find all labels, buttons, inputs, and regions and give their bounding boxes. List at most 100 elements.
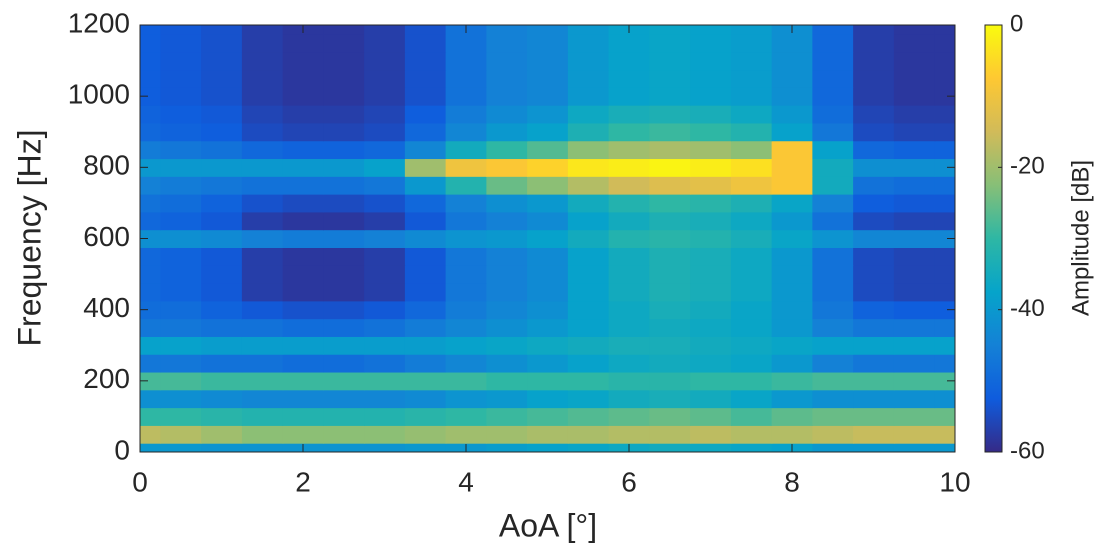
- heatmap-cell: [404, 247, 447, 266]
- heatmap-cell: [241, 51, 284, 71]
- heatmap-cell: [527, 336, 569, 355]
- heatmap-cell: [282, 105, 324, 124]
- heatmap-cell: [567, 282, 610, 302]
- heatmap-cell: [201, 33, 243, 53]
- heatmap-cell: [527, 25, 569, 35]
- heatmap-cell: [934, 25, 955, 35]
- heatmap-cell: [730, 425, 773, 444]
- heatmap-cell: [364, 25, 406, 35]
- heatmap-cell: [608, 425, 650, 444]
- heatmap-cell: [893, 318, 936, 337]
- heatmap-cell: [140, 33, 161, 53]
- heatmap-cell: [812, 371, 854, 391]
- heatmap-cell: [282, 300, 324, 320]
- heatmap-cell: [201, 371, 243, 391]
- heatmap-cell: [690, 140, 732, 160]
- heatmap-cell: [241, 87, 284, 106]
- heatmap-cell: [649, 211, 691, 231]
- heatmap-cell: [140, 247, 161, 266]
- heatmap-cell: [812, 336, 854, 355]
- y-axis-label: Frequency [Hz]: [11, 130, 47, 347]
- heatmap-cell: [486, 282, 528, 302]
- heatmap-cell: [241, 425, 284, 444]
- heatmap-cell: [893, 33, 936, 53]
- heatmap-cell: [567, 69, 610, 88]
- heatmap-cell: [323, 51, 365, 71]
- heatmap-cell: [282, 425, 324, 444]
- heatmap-cell: [201, 247, 243, 266]
- heatmap-cell: [690, 33, 732, 53]
- heatmap-cell: [486, 371, 528, 391]
- heatmap-cell: [404, 87, 447, 106]
- heatmap-cell: [282, 229, 324, 248]
- heatmap-cell: [404, 140, 447, 160]
- heatmap-cell: [934, 87, 955, 106]
- heatmap-cell: [486, 443, 528, 452]
- y-tick-label: 400: [83, 292, 130, 323]
- heatmap-cell: [486, 336, 528, 355]
- heatmap-cell: [690, 371, 732, 391]
- heatmap-cell: [364, 354, 406, 373]
- heatmap-cell: [812, 443, 854, 452]
- heatmap-cell: [608, 194, 650, 213]
- heatmap-cell: [241, 282, 284, 302]
- heatmap-cell: [404, 158, 447, 177]
- heatmap-cell: [140, 140, 161, 160]
- heatmap-cell: [934, 443, 955, 452]
- heatmap-cell: [445, 33, 487, 53]
- heatmap-cell: [853, 105, 895, 124]
- heatmap-cell: [160, 211, 202, 231]
- heatmap-cell: [323, 69, 365, 88]
- heatmap-cell: [934, 51, 955, 71]
- heatmap-cell: [404, 265, 447, 284]
- heatmap-cell: [160, 389, 202, 409]
- heatmap-cell: [445, 211, 487, 231]
- heatmap-cell: [140, 105, 161, 124]
- heatmap-cell: [771, 69, 813, 88]
- heatmap-cell: [893, 389, 936, 409]
- heatmap-cell: [690, 158, 732, 177]
- heatmap-cell: [608, 211, 650, 231]
- heatmap-cell: [812, 176, 854, 195]
- heatmap-cell: [567, 407, 610, 426]
- heatmap-cell: [567, 425, 610, 444]
- heatmap-cell: [527, 51, 569, 71]
- heatmap-cell: [201, 25, 243, 35]
- heatmap-cell: [241, 336, 284, 355]
- heatmap-cell: [893, 140, 936, 160]
- heatmap-cell: [893, 87, 936, 106]
- heatmap-cell: [201, 389, 243, 409]
- heatmap-cell: [893, 265, 936, 284]
- heatmap-cell: [140, 122, 161, 142]
- heatmap-cell: [730, 389, 773, 409]
- x-tick-label: 8: [784, 466, 800, 497]
- heatmap-cell: [140, 158, 161, 177]
- heatmap-cell: [486, 265, 528, 284]
- heatmap-cell: [771, 300, 813, 320]
- heatmap-cell: [690, 122, 732, 142]
- heatmap-cell: [690, 51, 732, 71]
- heatmap-cell: [730, 105, 773, 124]
- heatmap-cell: [690, 425, 732, 444]
- heatmap-cell: [140, 229, 161, 248]
- heatmap-cell: [893, 354, 936, 373]
- heatmap-cell: [323, 229, 365, 248]
- heatmap-cell: [608, 336, 650, 355]
- heatmap-cell: [567, 122, 610, 142]
- heatmap-cell: [201, 211, 243, 231]
- heatmap-cell: [527, 122, 569, 142]
- heatmap-cell: [323, 425, 365, 444]
- heatmap-cell: [934, 371, 955, 391]
- heatmap-cell: [730, 25, 773, 35]
- heatmap-cell: [486, 122, 528, 142]
- heatmap-cell: [853, 425, 895, 444]
- heatmap-cell: [771, 194, 813, 213]
- heatmap-cell: [853, 389, 895, 409]
- heatmap-cell: [323, 354, 365, 373]
- heatmap-cell: [893, 282, 936, 302]
- heatmap-cell: [608, 265, 650, 284]
- heatmap-cell: [241, 158, 284, 177]
- heatmap-cell: [445, 105, 487, 124]
- heatmap-cell: [812, 122, 854, 142]
